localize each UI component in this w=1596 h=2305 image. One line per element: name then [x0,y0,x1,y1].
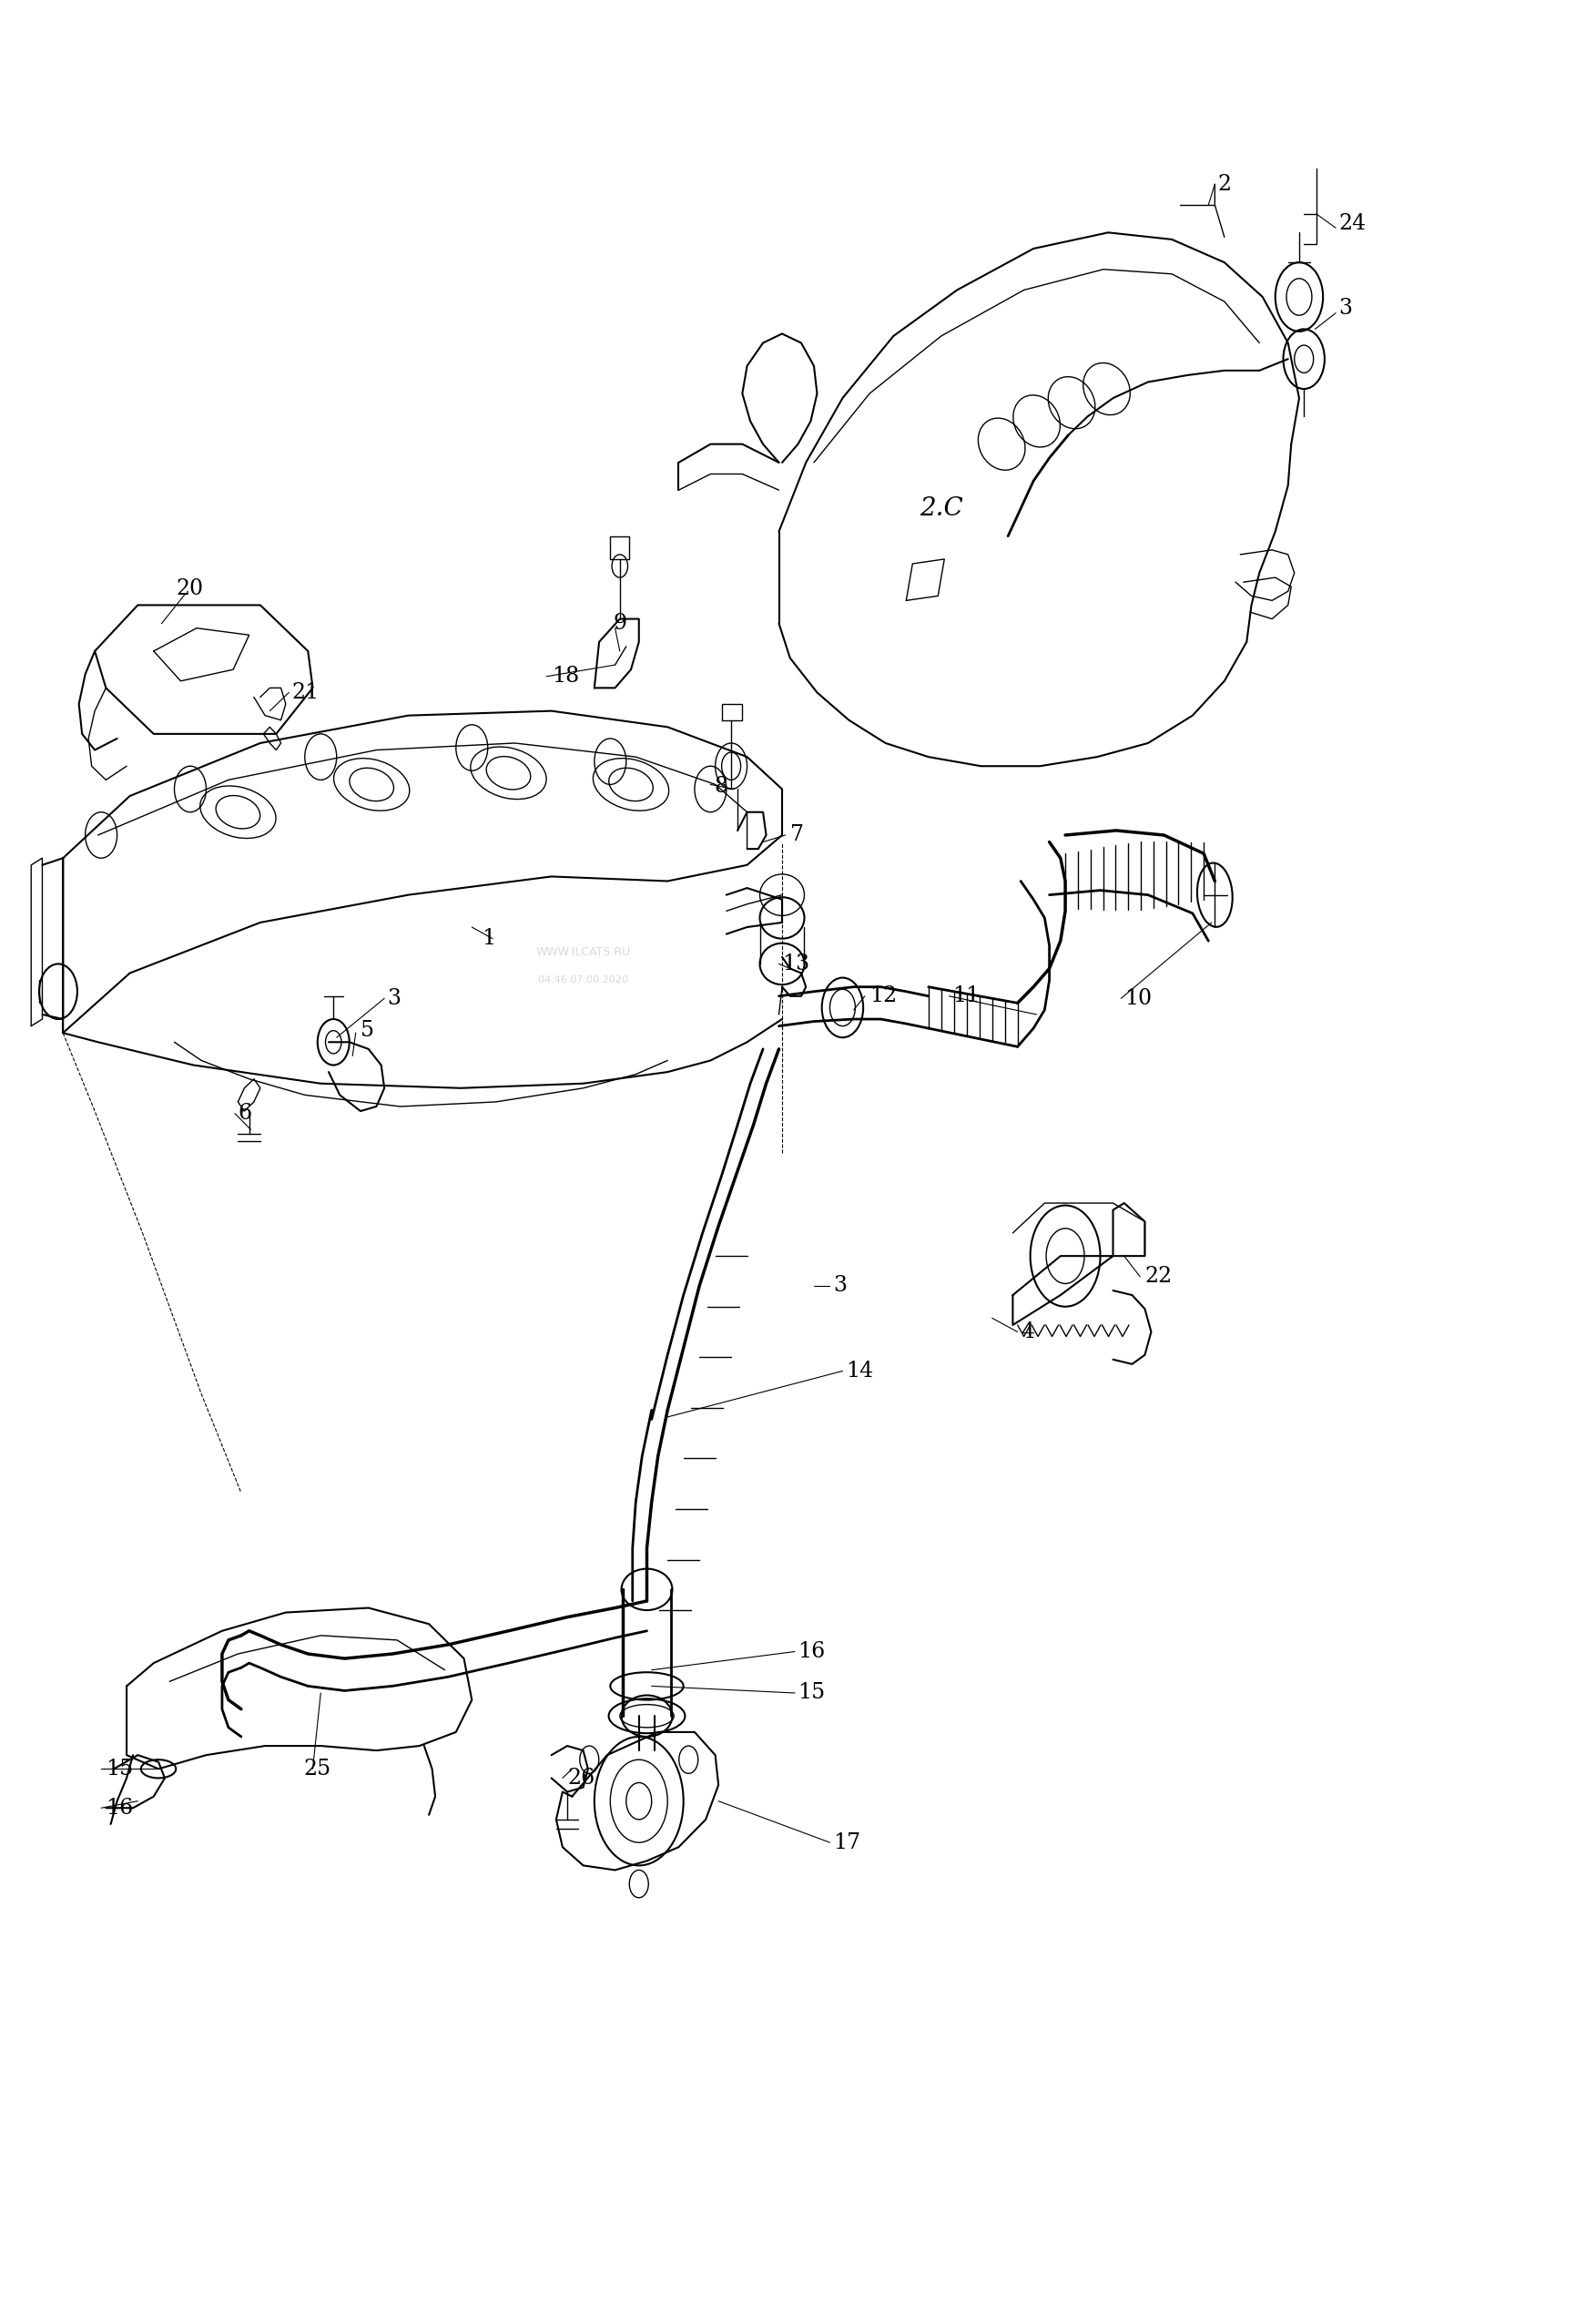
Text: 17: 17 [833,1832,860,1853]
Text: 15: 15 [798,1683,825,1703]
Text: 2: 2 [1218,173,1231,194]
Text: 7: 7 [790,825,804,846]
Text: 13: 13 [782,954,809,975]
Text: 12: 12 [870,987,897,1007]
Text: 04:46 07.00.2020: 04:46 07.00.2020 [538,975,629,984]
Text: 11: 11 [953,987,980,1007]
Text: 26: 26 [567,1768,595,1789]
Text: 4: 4 [1021,1321,1034,1342]
Text: 16: 16 [798,1641,825,1662]
Text: 18: 18 [551,666,579,687]
Text: 5: 5 [361,1021,373,1042]
Text: 1: 1 [482,929,496,950]
Text: 10: 10 [1124,989,1152,1010]
Text: 3: 3 [1339,297,1352,318]
Text: 3: 3 [833,1275,846,1295]
Text: 14: 14 [846,1360,873,1381]
Text: 25: 25 [303,1759,332,1779]
Text: 16: 16 [105,1798,134,1819]
Text: 20: 20 [177,579,204,599]
Text: 8: 8 [713,777,728,798]
Text: 22: 22 [1144,1265,1173,1286]
Text: WWW.ILCATS.RU: WWW.ILCATS.RU [536,947,630,959]
Text: 24: 24 [1339,212,1366,233]
Text: 15: 15 [105,1759,134,1779]
Text: 2.C: 2.C [919,496,962,521]
Text: 21: 21 [292,682,319,703]
Text: 6: 6 [238,1102,252,1125]
Text: 3: 3 [388,989,401,1010]
Text: 9: 9 [613,613,627,634]
